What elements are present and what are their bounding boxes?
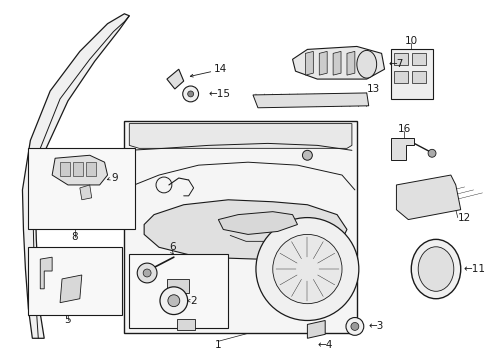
Text: 2: 2 — [191, 296, 197, 306]
Polygon shape — [40, 257, 52, 289]
Ellipse shape — [418, 247, 454, 291]
Circle shape — [160, 287, 188, 315]
Bar — [412, 53, 426, 65]
Text: 9: 9 — [112, 173, 118, 183]
Circle shape — [273, 234, 342, 304]
Circle shape — [188, 91, 194, 97]
Polygon shape — [392, 139, 414, 160]
Bar — [86, 162, 96, 176]
Ellipse shape — [357, 50, 377, 78]
Polygon shape — [305, 51, 313, 75]
Text: ←7: ←7 — [389, 59, 404, 69]
Text: 10: 10 — [405, 36, 418, 46]
Bar — [392, 49, 433, 99]
Polygon shape — [253, 93, 369, 108]
Circle shape — [351, 323, 359, 330]
Text: ←4: ←4 — [318, 340, 333, 350]
Bar — [412, 71, 426, 83]
Circle shape — [428, 149, 436, 157]
Circle shape — [256, 217, 359, 320]
Circle shape — [183, 86, 198, 102]
Bar — [28, 247, 122, 315]
Text: 1: 1 — [215, 340, 221, 350]
Circle shape — [302, 150, 312, 160]
Polygon shape — [319, 51, 327, 75]
Polygon shape — [60, 275, 82, 303]
Bar — [394, 71, 408, 83]
Circle shape — [143, 269, 151, 277]
Bar — [177, 319, 195, 330]
Polygon shape — [361, 51, 369, 75]
Ellipse shape — [411, 239, 461, 299]
Polygon shape — [129, 123, 352, 148]
Bar — [394, 53, 408, 65]
Circle shape — [346, 318, 364, 335]
Polygon shape — [347, 51, 355, 75]
Polygon shape — [144, 200, 347, 259]
Text: 14: 14 — [214, 64, 227, 74]
Bar — [124, 121, 357, 333]
Text: ←11: ←11 — [464, 264, 486, 274]
Polygon shape — [293, 46, 385, 79]
Text: 13: 13 — [367, 84, 380, 94]
Text: ←3: ←3 — [369, 321, 384, 332]
Circle shape — [168, 295, 180, 307]
Text: 16: 16 — [398, 123, 411, 134]
Polygon shape — [219, 212, 297, 234]
Text: 5: 5 — [65, 315, 71, 325]
Polygon shape — [167, 69, 184, 89]
Text: 12: 12 — [458, 213, 471, 222]
Polygon shape — [52, 155, 107, 185]
Bar — [28, 148, 135, 229]
Bar — [167, 279, 189, 293]
Bar — [60, 162, 70, 176]
Bar — [73, 162, 83, 176]
Text: 6: 6 — [169, 242, 175, 252]
Text: ←15: ←15 — [208, 89, 230, 99]
Bar — [129, 254, 228, 328]
Polygon shape — [23, 14, 129, 338]
Polygon shape — [307, 320, 325, 338]
Polygon shape — [396, 175, 461, 220]
Polygon shape — [80, 185, 92, 200]
Circle shape — [137, 263, 157, 283]
Polygon shape — [333, 51, 341, 75]
Text: 8: 8 — [72, 233, 78, 242]
